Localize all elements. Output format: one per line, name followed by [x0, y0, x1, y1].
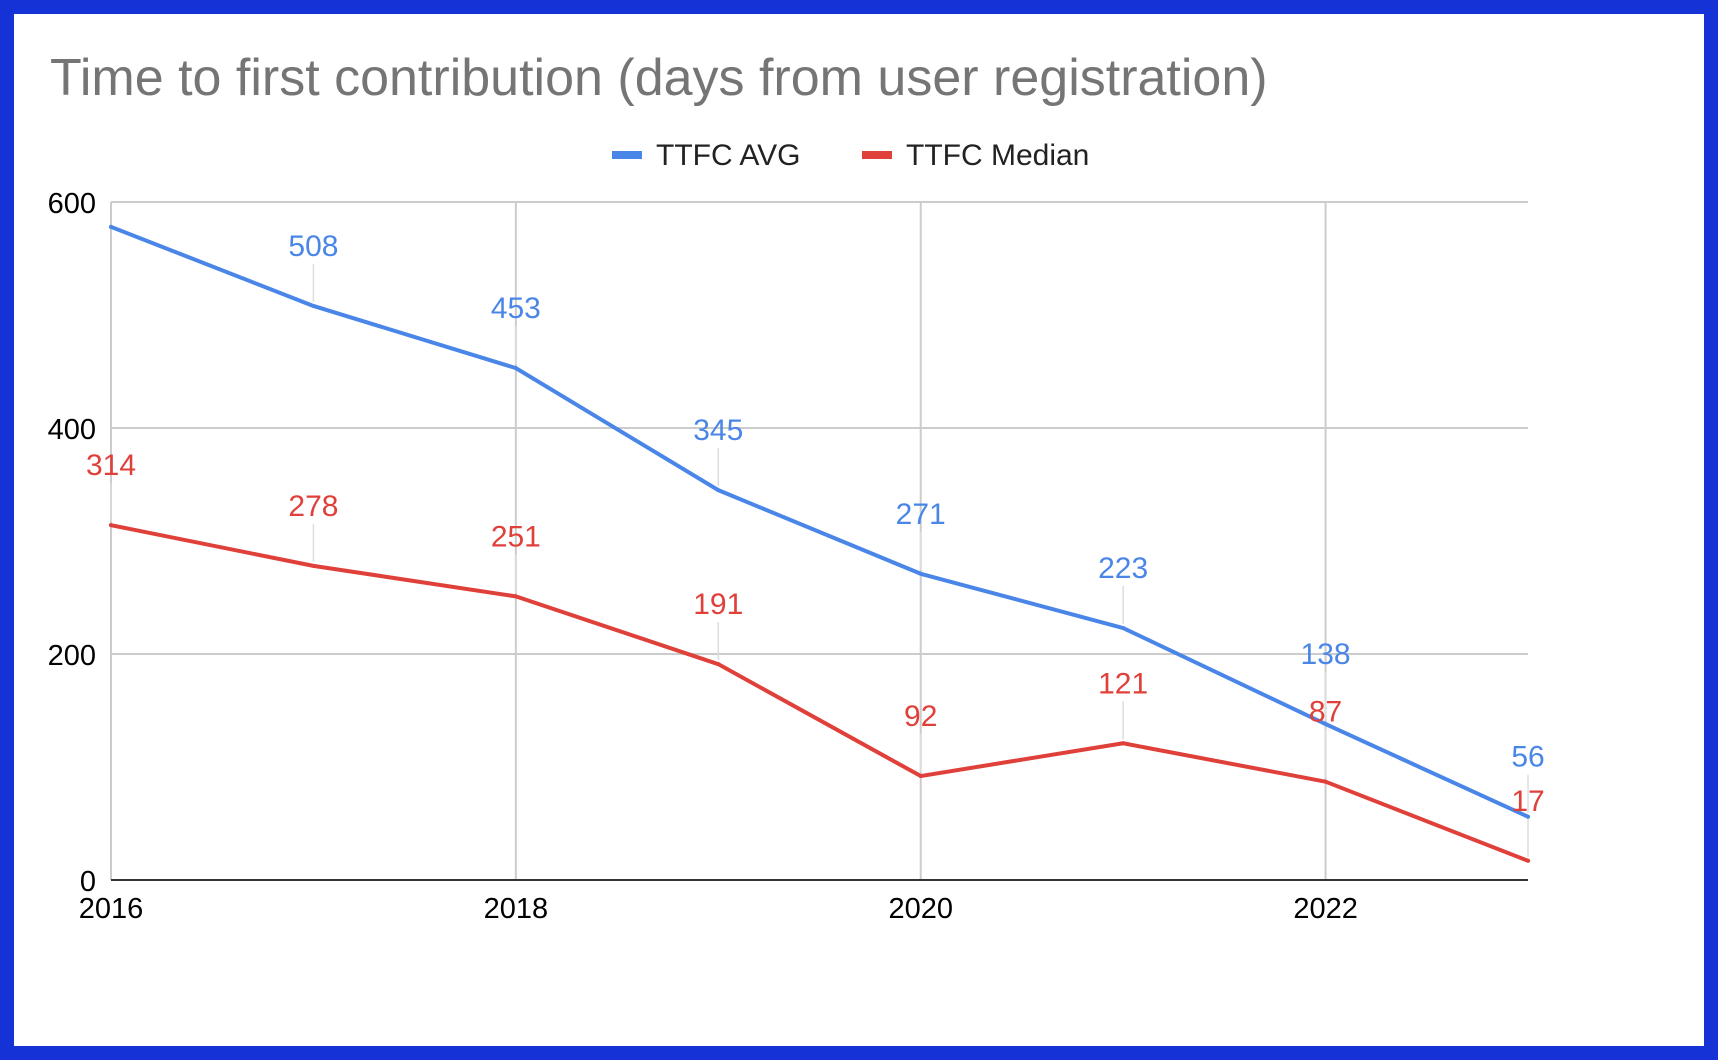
data-label: 191 — [693, 588, 743, 621]
data-point — [109, 224, 113, 229]
legend-label-median: TTFC Median — [906, 139, 1089, 172]
chart-frame: Time to first contribution (days from us… — [14, 14, 1704, 1046]
data-point — [1323, 779, 1328, 784]
x-tick-label: 2018 — [484, 893, 549, 925]
data-label: 92 — [904, 700, 937, 733]
legend-swatch-avg — [612, 151, 642, 159]
y-tick-label: 200 — [48, 640, 96, 672]
chart-title: Time to first contribution (days from us… — [50, 49, 1268, 107]
series-line-avg — [109, 224, 1530, 819]
data-point — [1526, 814, 1530, 819]
data-point — [716, 662, 721, 667]
data-point — [1323, 722, 1328, 727]
y-tick-label: 0 — [80, 866, 96, 898]
data-label: 223 — [1098, 552, 1148, 585]
data-point — [716, 488, 721, 493]
data-label: 508 — [288, 230, 338, 263]
data-point — [1121, 741, 1126, 746]
data-labels: 508 453 345 271 223 138 56 314 278 251 191 92 121 87 1… — [86, 230, 1545, 818]
data-label: 271 — [896, 498, 946, 531]
y-tick-label: 400 — [48, 414, 96, 446]
line-chart: TTFC AVG TTFC Median 0 200 400 600 2016 2018 2… — [48, 139, 1545, 925]
data-point — [918, 774, 923, 779]
data-label: 251 — [491, 520, 541, 553]
x-tick-label: 2022 — [1293, 893, 1358, 925]
data-label: 345 — [693, 414, 743, 447]
data-point — [513, 594, 518, 599]
series-lines — [109, 224, 1530, 863]
tick-labels: 0 200 400 600 2016 2018 2020 2022 — [48, 188, 1358, 925]
legend-swatch-median — [862, 151, 892, 159]
data-label: 87 — [1309, 696, 1342, 729]
data-point — [109, 523, 113, 528]
legend: TTFC AVG TTFC Median — [612, 139, 1089, 172]
y-tick-label: 600 — [48, 188, 96, 220]
data-point — [311, 563, 316, 568]
data-label: 56 — [1511, 741, 1544, 774]
x-tick-label: 2020 — [888, 893, 953, 925]
series-line-median — [109, 523, 1530, 863]
data-label: 278 — [288, 490, 338, 523]
data-point — [918, 571, 923, 576]
data-point — [513, 366, 518, 371]
data-label: 453 — [491, 292, 541, 325]
data-point — [311, 303, 316, 308]
data-label: 138 — [1301, 638, 1351, 671]
data-label: 17 — [1511, 785, 1544, 818]
data-point — [1121, 626, 1126, 631]
x-tick-label: 2016 — [79, 893, 144, 925]
data-label: 121 — [1098, 667, 1148, 700]
data-label: 314 — [86, 449, 136, 482]
label-leaders — [110, 263, 1529, 857]
legend-label-avg: TTFC AVG — [656, 139, 800, 172]
data-point — [1526, 858, 1530, 863]
